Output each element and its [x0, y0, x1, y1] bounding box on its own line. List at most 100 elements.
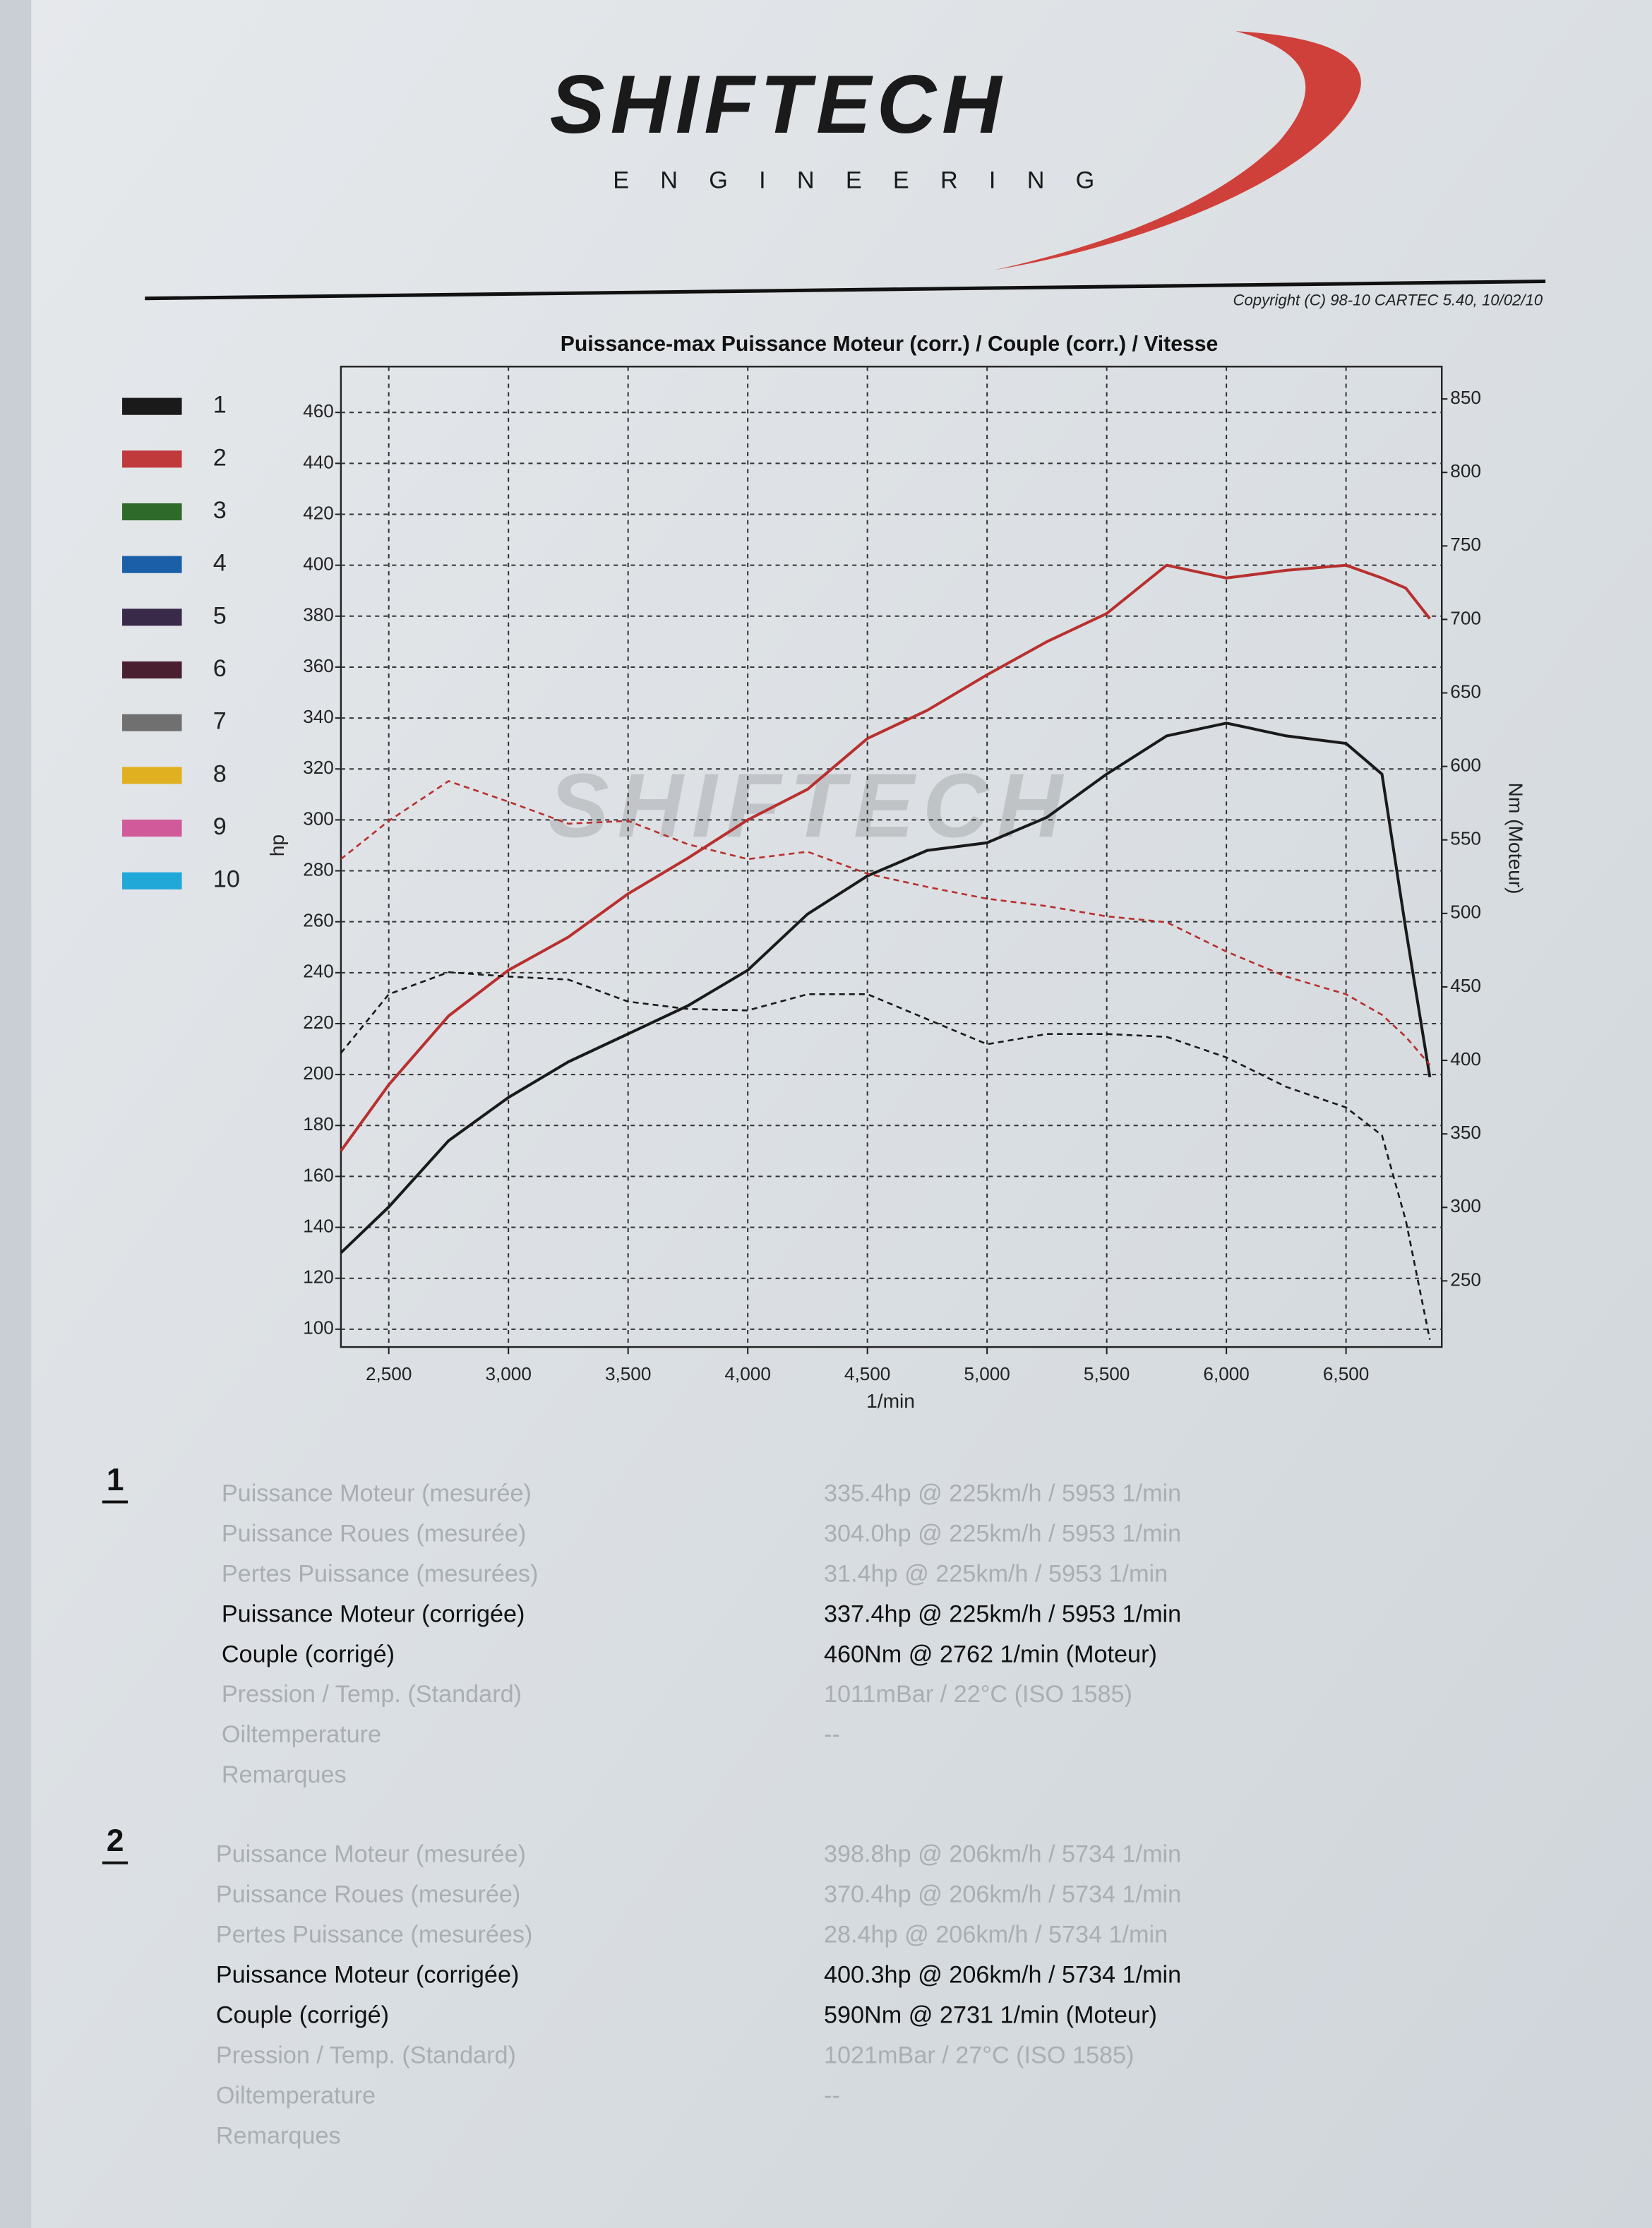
copyright: Copyright (C) 98-10 CARTEC 5.40, 10/02/1… [1233, 292, 1543, 309]
result-label: Remarques [222, 1761, 347, 1788]
result-label: Puissance Moteur (corrigée) [216, 1962, 520, 1989]
legend-swatch [122, 819, 182, 837]
plot-frame [340, 366, 1443, 1348]
y2-tick-label: 800 [1450, 460, 1481, 481]
legend-label: 4 [213, 550, 227, 577]
result-value: 590Nm @ 2731 1/min (Moteur) [824, 2002, 1157, 2029]
y-tick-label: 160 [303, 1164, 334, 1185]
y2-tick-label: 450 [1450, 975, 1481, 996]
result-value: 1021mBar / 27°C (ISO 1585) [824, 2042, 1134, 2068]
y2-tick-label: 550 [1450, 828, 1481, 849]
y-tick-label: 120 [303, 1266, 334, 1288]
y-tick-label: 360 [303, 655, 334, 676]
x-tick-label: 4,000 [724, 1363, 770, 1384]
result-label: Pression / Temp. (Standard) [216, 2042, 516, 2068]
legend-swatch [122, 503, 182, 521]
y2-tick-label: 650 [1450, 681, 1481, 702]
result-label: Couple (corrigé) [222, 1641, 395, 1667]
chart-title: Puissance-max Puissance Moteur (corr.) /… [561, 333, 1219, 356]
result-label: Remarques [216, 2122, 341, 2149]
y-tick-label: 240 [303, 961, 334, 982]
result-value: 335.4hp @ 225km/h / 5953 1/min [824, 1480, 1181, 1507]
result-value: 460Nm @ 2762 1/min (Moteur) [824, 1641, 1157, 1667]
result-label: Puissance Moteur (mesurée) [216, 1841, 526, 1868]
result-value: 370.4hp @ 206km/h / 5734 1/min [824, 1881, 1181, 1908]
legend-label: 3 [213, 497, 227, 524]
logo-tagline: ENGINEERING [613, 167, 1125, 194]
legend-label: 9 [213, 813, 227, 840]
result-label: Oiltemperature [216, 2082, 376, 2109]
y-tick-label: 280 [303, 858, 334, 880]
y-tick-label: 140 [303, 1215, 334, 1236]
y-tick-label: 460 [303, 400, 334, 421]
y-tick-label: 420 [303, 502, 334, 523]
y2-tick-label: 750 [1450, 534, 1481, 555]
y-axis-label: hp [265, 834, 288, 856]
legend-label: 6 [213, 655, 227, 682]
legend-label: 7 [213, 708, 227, 735]
result-label: Puissance Roues (mesurée) [216, 1881, 520, 1908]
y2-tick-label: 700 [1450, 607, 1481, 628]
y2-tick-label: 350 [1450, 1122, 1481, 1143]
result-value: 398.8hp @ 206km/h / 5734 1/min [824, 1841, 1181, 1868]
x-tick-label: 3,500 [605, 1363, 651, 1384]
page-edge [0, 0, 32, 2228]
run-number: 1 [107, 1463, 124, 1497]
result-label: Couple (corrigé) [216, 2002, 389, 2029]
result-value: 304.0hp @ 225km/h / 5953 1/min [824, 1520, 1181, 1547]
logo-swoosh [994, 31, 1361, 270]
series-line [340, 971, 1431, 1340]
x-tick-label: 6,000 [1203, 1363, 1249, 1384]
y2-tick-label: 500 [1450, 902, 1481, 923]
y-tick-label: 380 [303, 604, 334, 625]
legend-label: 5 [213, 602, 227, 629]
watermark: SHIFTECH [549, 755, 1071, 856]
result-value: 400.3hp @ 206km/h / 5734 1/min [824, 1962, 1181, 1989]
x-tick-label: 5,000 [964, 1363, 1010, 1384]
run-number: 2 [107, 1823, 124, 1858]
result-label: Puissance Moteur (mesurée) [222, 1480, 532, 1507]
x-tick-label: 2,500 [366, 1363, 412, 1384]
y2-tick-label: 600 [1450, 755, 1481, 776]
y2-tick-label: 250 [1450, 1269, 1481, 1290]
result-value: -- [824, 2082, 840, 2109]
result-label: Puissance Moteur (corrigée) [222, 1600, 525, 1627]
x-tick-label: 4,500 [844, 1363, 890, 1384]
result-value: 28.4hp @ 206km/h / 5734 1/min [824, 1922, 1168, 1948]
result-label: Oiltemperature [222, 1721, 381, 1748]
y-tick-label: 180 [303, 1113, 334, 1134]
series-line [340, 780, 1431, 1066]
logo: SHIFTECH [550, 58, 1007, 150]
x-axis-label: 1/min [866, 1389, 915, 1412]
y-tick-label: 100 [303, 1317, 334, 1338]
result-value: -- [824, 1721, 840, 1748]
result-label: Pertes Puissance (mesurées) [222, 1560, 539, 1587]
y-tick-label: 440 [303, 451, 334, 472]
x-tick-label: 3,000 [485, 1363, 531, 1384]
series-line [340, 563, 1431, 1152]
legend-swatch [122, 714, 182, 731]
y-tick-label: 320 [303, 757, 334, 778]
result-label: Puissance Roues (mesurée) [222, 1520, 526, 1547]
legend-label: 1 [213, 392, 227, 419]
legend-swatch [122, 556, 182, 573]
y-tick-label: 200 [303, 1062, 334, 1084]
result-label: Pertes Puissance (mesurées) [216, 1922, 533, 1948]
legend-swatch [122, 397, 182, 415]
x-tick-label: 5,500 [1084, 1363, 1130, 1384]
y2-tick-label: 300 [1450, 1195, 1481, 1216]
result-value: 31.4hp @ 225km/h / 5953 1/min [824, 1560, 1168, 1587]
legend-label: 10 [213, 866, 240, 893]
y2-axis-label: Nm (Moteur) [1504, 783, 1527, 894]
header-rule [145, 280, 1546, 301]
y2-tick-label: 400 [1450, 1048, 1481, 1070]
y-tick-label: 260 [303, 910, 334, 931]
legend-swatch [122, 450, 182, 468]
result-label: Pression / Temp. (Standard) [222, 1681, 522, 1708]
y-tick-label: 400 [303, 553, 334, 575]
legend-swatch [122, 609, 182, 626]
y-tick-label: 220 [303, 1012, 334, 1033]
